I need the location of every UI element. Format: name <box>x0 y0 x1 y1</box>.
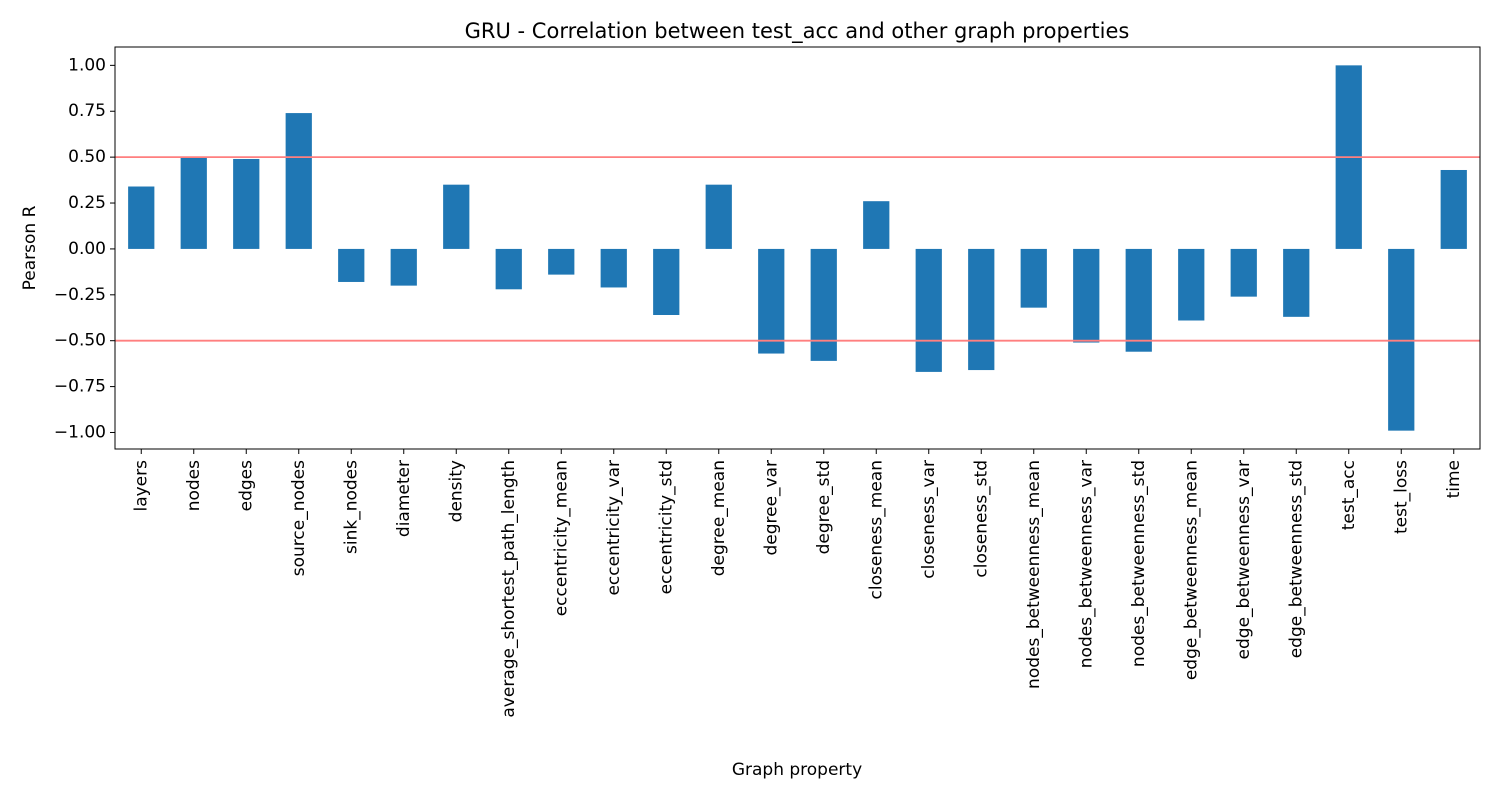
bar-eccentricity_mean <box>548 248 575 275</box>
x-tick-label: source_nodes <box>289 460 309 576</box>
bar-eccentricity_std <box>653 248 680 315</box>
bar-closeness_mean <box>863 201 890 249</box>
bar-time <box>1440 169 1467 249</box>
x-tick-label: edge_betweenness_mean <box>1181 460 1201 680</box>
bar-closeness_std <box>968 248 995 371</box>
x-tick-label: edges <box>236 460 256 512</box>
x-tick-label: diameter <box>394 460 414 537</box>
y-tick-label: −0.75 <box>54 377 106 397</box>
x-tick-label: degree_mean <box>709 460 729 576</box>
bar-nodes <box>180 157 207 249</box>
bar-nodes_betweenness_std <box>1125 248 1152 352</box>
bar-edges <box>233 158 260 249</box>
y-axis-ticks: 1.00 0.75 0.50 0.25 0.00 −0.25 −0.50 −0.75 −1.00 <box>54 55 115 442</box>
y-tick-label: 0.75 <box>68 101 106 121</box>
x-tick-label: test_acc <box>1339 460 1359 530</box>
x-tick-label: time <box>1444 460 1464 498</box>
bar-edge_betweenness_mean <box>1178 248 1205 321</box>
chart-title: GRU - Correlation between test_acc and o… <box>465 19 1130 44</box>
x-tick-label: degree_std <box>814 460 834 554</box>
x-tick-label: eccentricity_var <box>604 460 624 596</box>
y-tick-label: 0.00 <box>68 239 106 259</box>
x-axis-label: Graph property <box>732 760 862 780</box>
x-tick-label: degree_var <box>761 460 781 556</box>
y-tick-label: 0.50 <box>68 147 106 167</box>
y-tick-label: 1.00 <box>68 55 106 75</box>
bar-edge_betweenness_std <box>1283 248 1310 317</box>
x-tick-label: eccentricity_std <box>656 460 676 594</box>
bar-degree_mean <box>705 184 732 249</box>
x-tick-label: density <box>446 460 466 522</box>
reference-lines <box>115 156 1480 342</box>
x-tick-label: closeness_var <box>919 460 939 579</box>
bar-degree_std <box>810 248 837 361</box>
bar-test_loss <box>1388 248 1415 431</box>
x-tick-label: test_loss <box>1391 460 1411 534</box>
bar-edge_betweenness_var <box>1230 248 1257 297</box>
x-tick-label: nodes <box>184 460 204 511</box>
bar-nodes_betweenness_var <box>1073 248 1100 343</box>
y-tick-label: −1.00 <box>54 422 106 442</box>
x-tick-label: average_shortest_path_length <box>499 460 519 718</box>
bar-eccentricity_var <box>600 248 627 288</box>
x-tick-label: closeness_mean <box>866 460 886 599</box>
x-tick-label: edge_betweenness_var <box>1234 460 1254 659</box>
y-tick-label: −0.50 <box>54 331 106 351</box>
x-tick-label: layers <box>131 460 151 512</box>
x-tick-label: nodes_betweenness_std <box>1129 460 1149 667</box>
bar-sink_nodes <box>338 248 365 282</box>
x-tick-label: eccentricity_mean <box>551 460 571 616</box>
y-tick-label: −0.25 <box>54 285 106 305</box>
bar-nodes_betweenness_mean <box>1020 248 1047 308</box>
plot-frame <box>114 46 1481 450</box>
bar-density <box>443 184 470 249</box>
bar-closeness_var <box>915 248 942 372</box>
x-tick-label: sink_nodes <box>341 460 361 554</box>
bar-diameter <box>390 248 417 286</box>
bars <box>128 65 1467 431</box>
y-axis-label: Pearson R <box>20 205 40 290</box>
bar-degree_var <box>758 248 785 354</box>
y-tick-label: 0.25 <box>68 193 106 213</box>
x-axis-ticks: layers nodes edges source_nodes sink_nodes di… <box>131 449 1464 718</box>
bar-layers <box>128 186 155 249</box>
x-tick-label: nodes_betweenness_var <box>1076 460 1096 668</box>
x-tick-label: edge_betweenness_std <box>1286 460 1306 658</box>
bar-average_shortest_path_length <box>495 248 522 290</box>
bar-source_nodes <box>285 113 312 249</box>
x-tick-label: nodes_betweenness_mean <box>1024 460 1044 689</box>
x-tick-label: closeness_std <box>971 460 991 578</box>
